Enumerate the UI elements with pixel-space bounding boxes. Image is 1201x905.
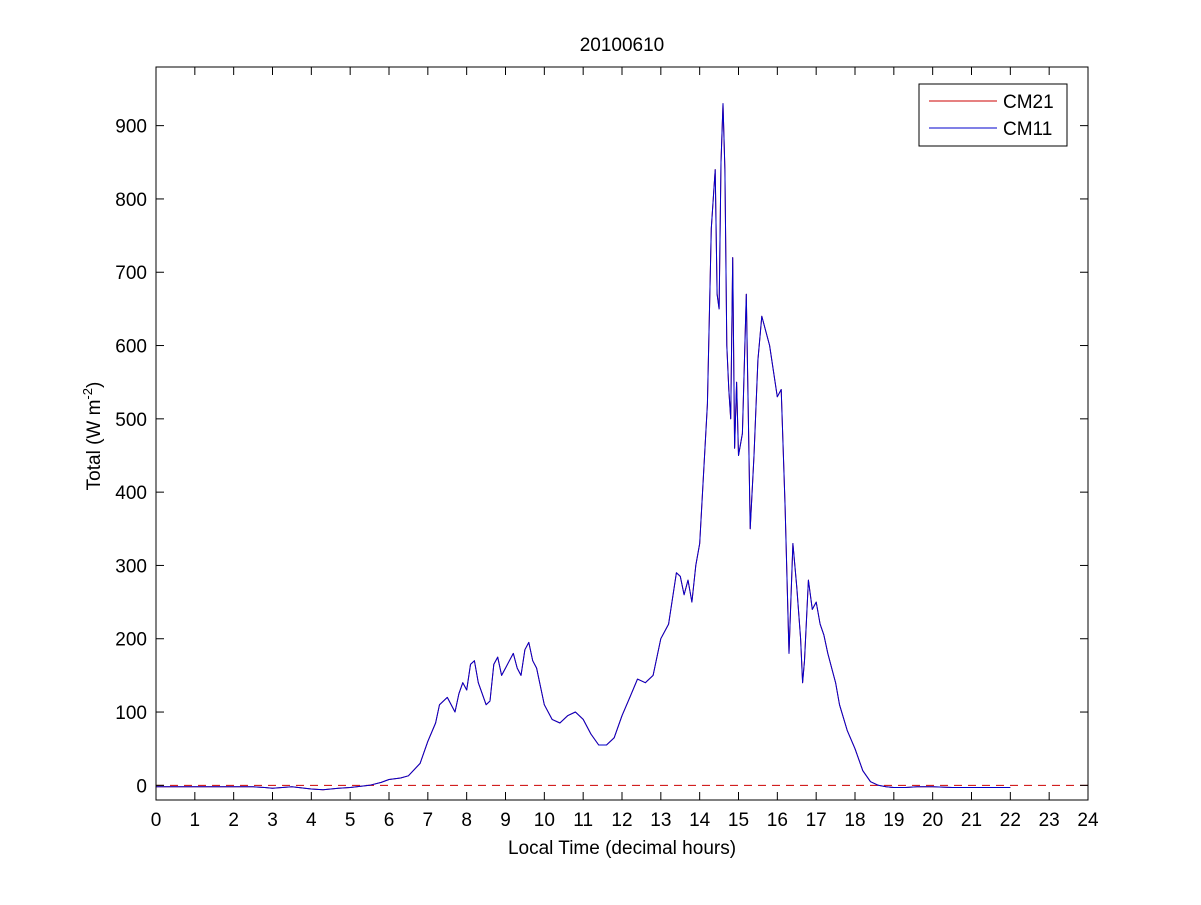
x-tick-label: 15 (728, 810, 749, 831)
y-tick-label: 0 (136, 776, 147, 797)
y-tick-label: 500 (115, 410, 147, 431)
x-tick-label: 14 (689, 810, 711, 831)
x-tick-label: 18 (844, 810, 865, 831)
y-tick-label: 900 (115, 117, 147, 138)
y-tick-label: 200 (115, 630, 147, 651)
x-tick-label: 20 (922, 810, 943, 831)
x-tick-label: 7 (423, 810, 434, 831)
x-tick-label: 24 (1077, 810, 1099, 831)
legend: CM21 CM11 (918, 83, 1068, 147)
x-tick-label: 16 (767, 810, 788, 831)
x-tick-label: 23 (1039, 810, 1060, 831)
y-tick-label: 400 (115, 483, 147, 504)
chart-title: 20100610 (580, 35, 665, 56)
legend-label-cm11: CM11 (1003, 119, 1052, 140)
x-tick-label: 22 (1000, 810, 1021, 831)
y-tick-label: 300 (115, 556, 147, 577)
x-tick-label: 3 (267, 810, 278, 831)
y-tick-label: 800 (115, 190, 147, 211)
x-tick-label: 12 (611, 810, 632, 831)
x-tick-label: 0 (151, 810, 162, 831)
y-axis-label: Total (W m-2) (80, 382, 105, 491)
x-axis-label: Local Time (decimal hours) (508, 838, 736, 859)
x-tick-label: 4 (306, 810, 317, 831)
x-tick-label: 10 (534, 810, 555, 831)
x-tick-label: 1 (190, 810, 201, 831)
x-tick-label: 6 (384, 810, 395, 831)
x-tick-label: 5 (345, 810, 356, 831)
legend-label-cm21: CM21 (1003, 92, 1054, 113)
x-tick-label: 2 (228, 810, 239, 831)
x-tick-label: 8 (461, 810, 472, 831)
y-tick-label: 100 (115, 703, 147, 724)
x-tick-label: 13 (650, 810, 671, 831)
plot-background (156, 67, 1088, 800)
x-tick-label: 21 (961, 810, 982, 831)
x-tick-label: 17 (806, 810, 827, 831)
x-tick-label: 11 (573, 810, 593, 831)
x-tick-label: 19 (883, 810, 904, 831)
legend-box (918, 83, 1068, 147)
x-tick-label: 9 (500, 810, 511, 831)
series-line-cm11 (156, 103, 1011, 791)
y-tick-label: 700 (115, 263, 147, 284)
y-tick-label: 600 (115, 337, 147, 358)
